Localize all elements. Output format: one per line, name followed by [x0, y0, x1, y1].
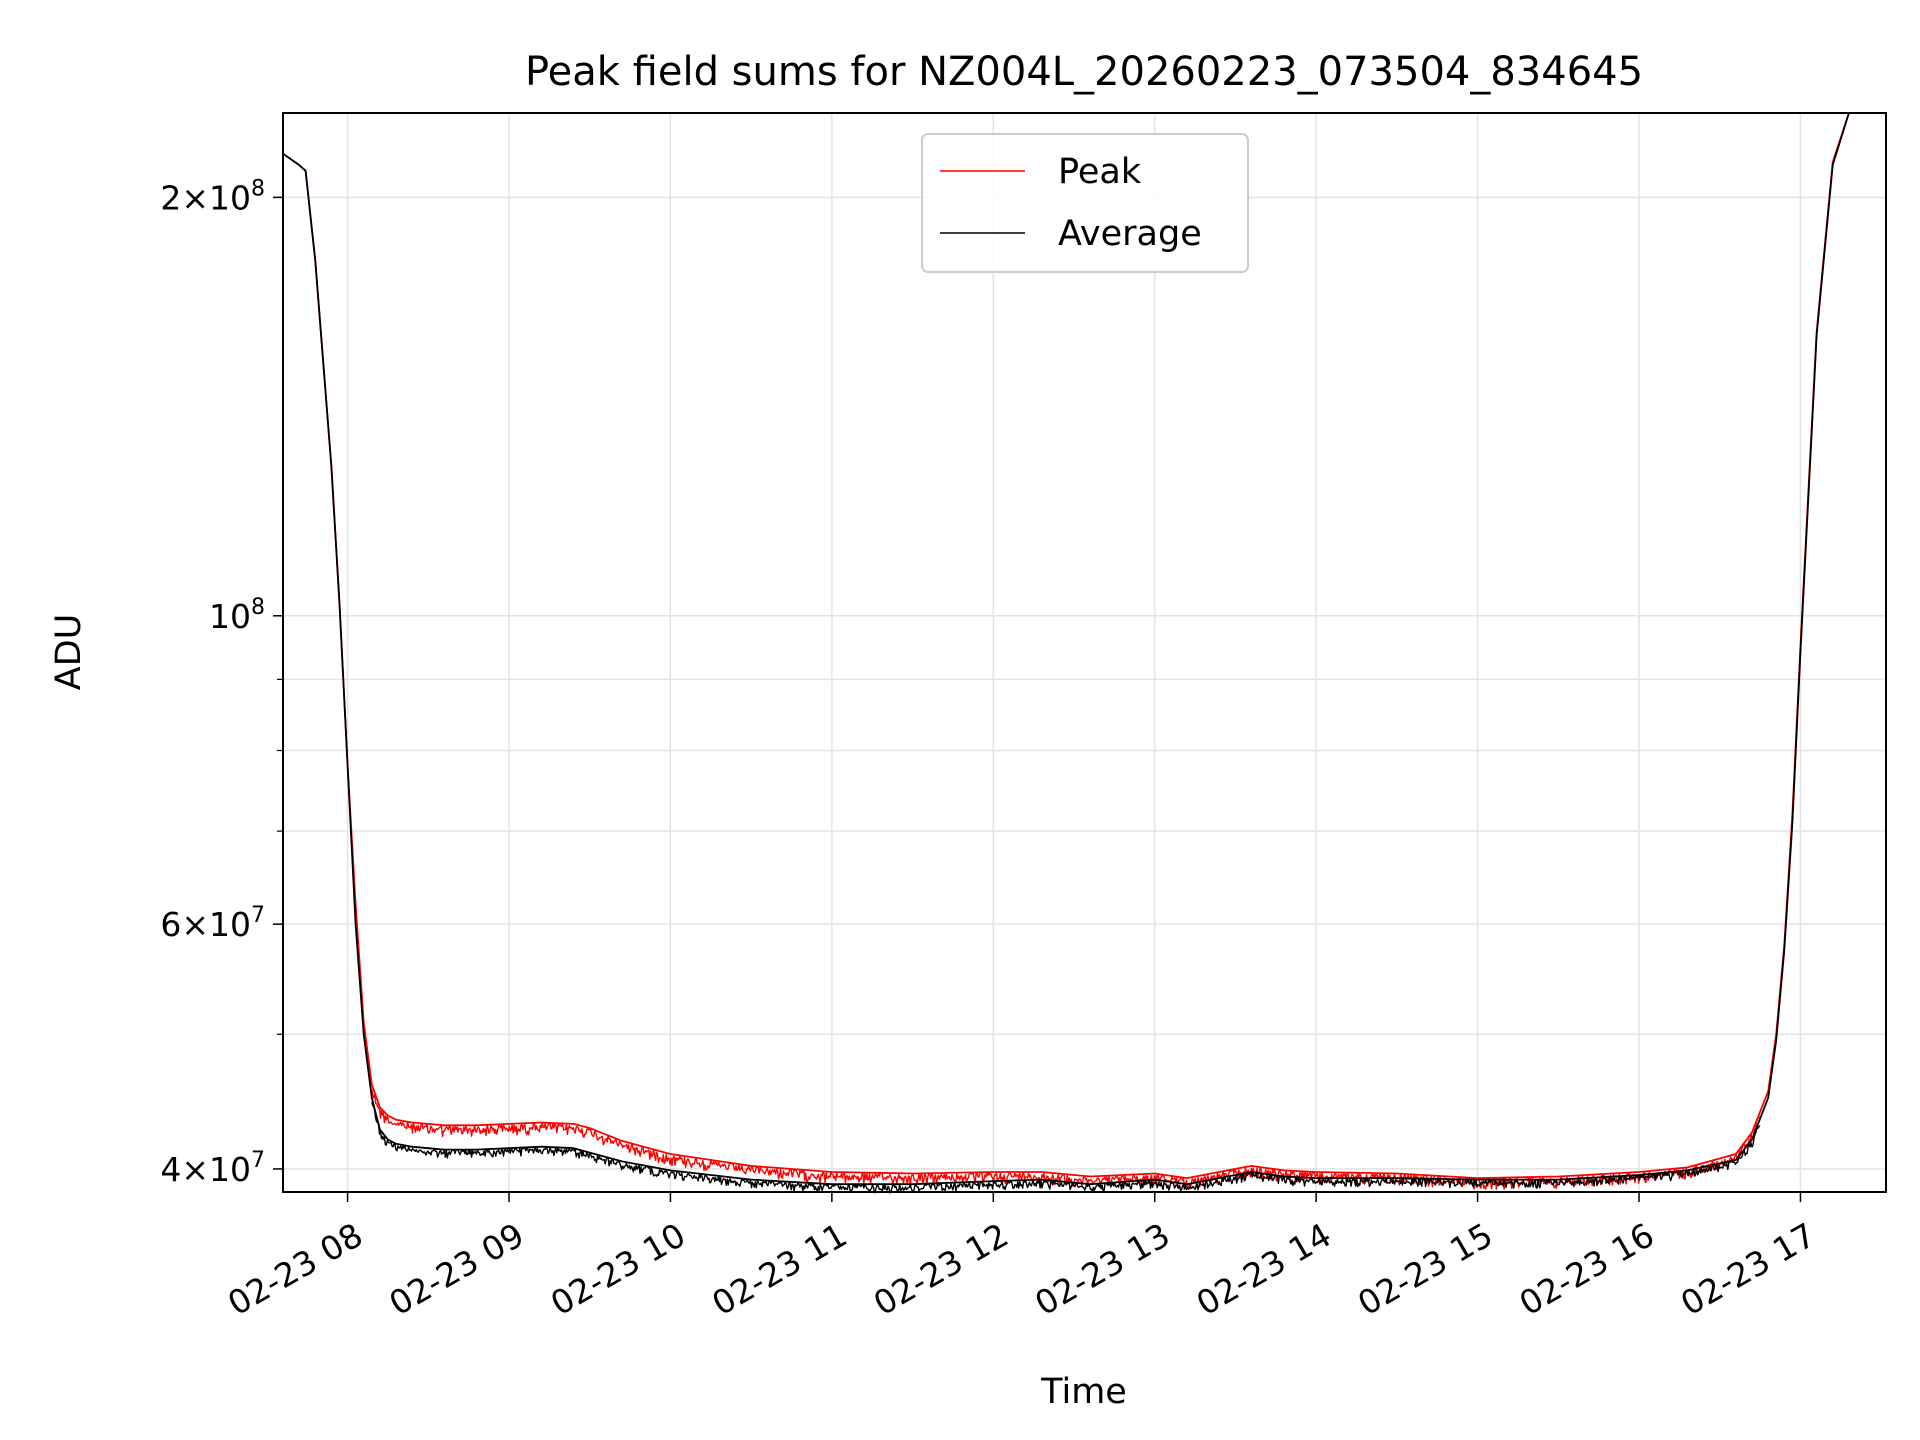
y-axis-label: ADU	[49, 614, 89, 691]
y-tick-label: 6×107	[160, 903, 265, 944]
average-noise	[371, 1102, 1761, 1194]
legend-label-peak: Peak	[1058, 152, 1142, 192]
legend-box	[921, 133, 1249, 273]
y-tick-label: 4×107	[160, 1148, 265, 1189]
legend: Peak Average	[921, 133, 1249, 273]
average-line	[282, 112, 1886, 1186]
x-axis-label: Time	[1040, 1372, 1127, 1412]
y-tick-label: 108	[209, 595, 265, 636]
chart-title: Peak field sums for NZ004L_20260223_0735…	[525, 49, 1643, 95]
y-tick-label: 2×108	[160, 176, 265, 217]
series-layer	[282, 112, 1886, 1186]
peak-line	[282, 112, 1886, 1179]
legend-label-average: Average	[1058, 214, 1202, 254]
plot-frame	[282, 112, 1887, 1193]
